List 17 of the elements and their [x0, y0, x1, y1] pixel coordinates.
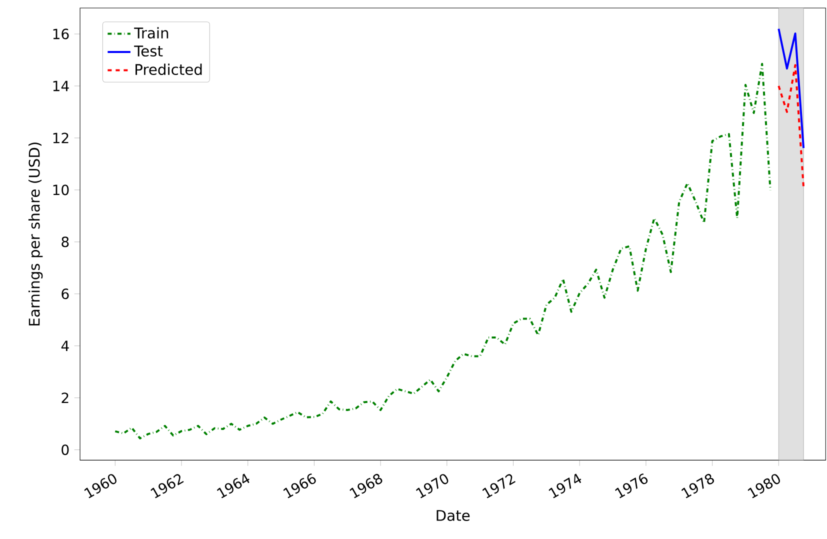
y-tick-label: 8 — [62, 236, 69, 248]
legend-label: Test — [134, 46, 163, 57]
y-tick-label: 14 — [53, 80, 69, 92]
y-tick-label: 12 — [53, 132, 68, 144]
legend-label: Predicted — [136, 64, 202, 76]
line-series — [114, 62, 772, 440]
y-tick-label: 10 — [53, 184, 69, 196]
y-axis-title: Earnings per share (USD) — [28, 142, 43, 326]
legend-label: Train — [134, 27, 168, 39]
line-series — [778, 28, 805, 150]
y-tick-label: 16 — [53, 28, 69, 40]
y-tick-label: 6 — [62, 288, 69, 300]
x-axis-title: Date — [436, 510, 470, 522]
y-tick-label: 4 — [61, 340, 69, 351]
y-tick-label: 0 — [62, 444, 69, 456]
y-tick-label: 2 — [62, 392, 68, 404]
line-series — [778, 64, 805, 188]
